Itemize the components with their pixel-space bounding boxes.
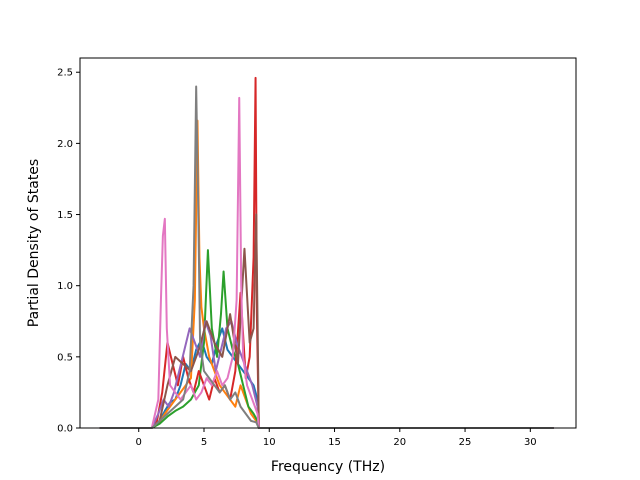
y-tick-label: 2.0 [57,139,73,150]
y-tick-label: 2.5 [57,68,73,79]
x-tick-label: 10 [263,437,276,448]
y-tick-label: 0.0 [57,424,73,435]
x-tick-label: 30 [524,437,537,448]
y-ticks: 0.0 0.5 1.0 1.5 2.0 2.5 [57,68,80,435]
plot-frame [79,57,577,429]
series-layer [99,76,554,429]
series-line-3 [99,76,554,429]
y-tick-label: 1.5 [57,210,73,221]
series-line-4 [99,320,554,429]
x-axis-label: Frequency (THz) [271,459,385,475]
series-line-6 [99,96,554,429]
y-axis-label: Partial Density of States [26,159,42,327]
x-ticks: 0 5 10 15 20 25 30 [136,428,537,448]
y-tick-label: 0.5 [57,352,73,363]
x-tick-label: 25 [459,437,472,448]
series-line-1 [99,119,554,429]
x-tick-label: 20 [393,437,406,448]
x-tick-label: 15 [328,437,341,448]
series-line-2 [99,249,554,429]
x-tick-label: 5 [201,437,207,448]
y-tick-label: 1.0 [57,281,73,292]
series-line-7 [99,85,554,429]
x-tick-label: 0 [136,437,142,448]
series-line-5 [99,213,554,429]
